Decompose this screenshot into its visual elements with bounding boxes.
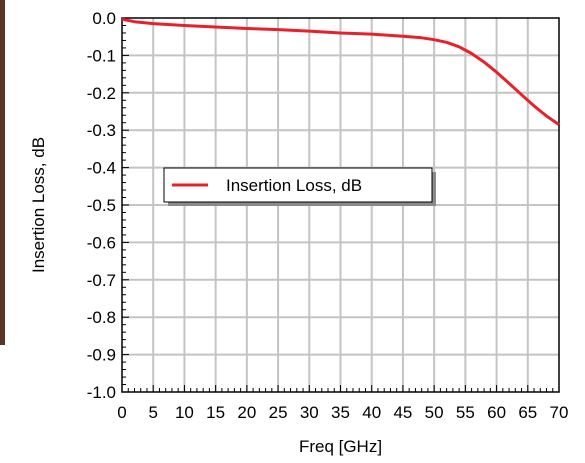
x-tick-label-9: 45 xyxy=(393,403,412,422)
y-tick-labels: 0.0 -0.1 -0.2 -0.3 -0.4 -0.5 -0.6 -0.7 -0.8 -0.9 -… xyxy=(87,9,116,402)
legend-box xyxy=(163,167,433,203)
y-tick-label-1: -0.1 xyxy=(87,46,116,65)
x-tick-label-3: 15 xyxy=(206,403,225,422)
x-tick-label-11: 55 xyxy=(456,403,475,422)
y-tick-label-7: -0.7 xyxy=(87,271,116,290)
plot-frame xyxy=(121,17,560,393)
x-axis-label: Freq [GHz] xyxy=(299,437,382,456)
background-edge-strip xyxy=(0,0,5,345)
x-tick-label-13: 65 xyxy=(518,403,537,422)
x-tick-label-12: 60 xyxy=(487,403,506,422)
x-tick-label-8: 40 xyxy=(362,403,381,422)
x-tick-label-7: 35 xyxy=(331,403,350,422)
y-tick-label-6: -0.6 xyxy=(87,233,116,252)
x-tick-labels: 0 5 10 15 20 25 30 35 40 45 50 55 60 65 70 xyxy=(117,403,568,422)
y-tick-label-5: -0.5 xyxy=(87,196,116,215)
y-tick-label-0: 0.0 xyxy=(92,9,116,28)
y-tick-label-9: -0.9 xyxy=(87,346,116,365)
legend-label: Insertion Loss, dB xyxy=(226,176,362,195)
x-tick-label-5: 25 xyxy=(269,403,288,422)
series-line-0 xyxy=(121,17,560,126)
y-tick-label-10: -1.0 xyxy=(87,383,116,402)
x-tick-label-10: 50 xyxy=(425,403,444,422)
y-tick-label-8: -0.8 xyxy=(87,308,116,327)
x-tick-label-0: 0 xyxy=(117,403,126,422)
y-axis-label: Insertion Loss, dB xyxy=(29,137,48,273)
y-tick-label-4: -0.4 xyxy=(87,159,116,178)
y-tick-label-3: -0.3 xyxy=(87,121,116,140)
x-tick-label-2: 10 xyxy=(175,403,194,422)
legend: Insertion Loss, dB xyxy=(163,167,436,206)
x-tick-label-1: 5 xyxy=(148,403,157,422)
x-tick-label-6: 30 xyxy=(300,403,319,422)
series-group xyxy=(121,17,560,126)
x-tick-label-14: 70 xyxy=(550,403,569,422)
x-tick-label-4: 20 xyxy=(237,403,256,422)
y-tick-label-2: -0.2 xyxy=(87,84,116,103)
